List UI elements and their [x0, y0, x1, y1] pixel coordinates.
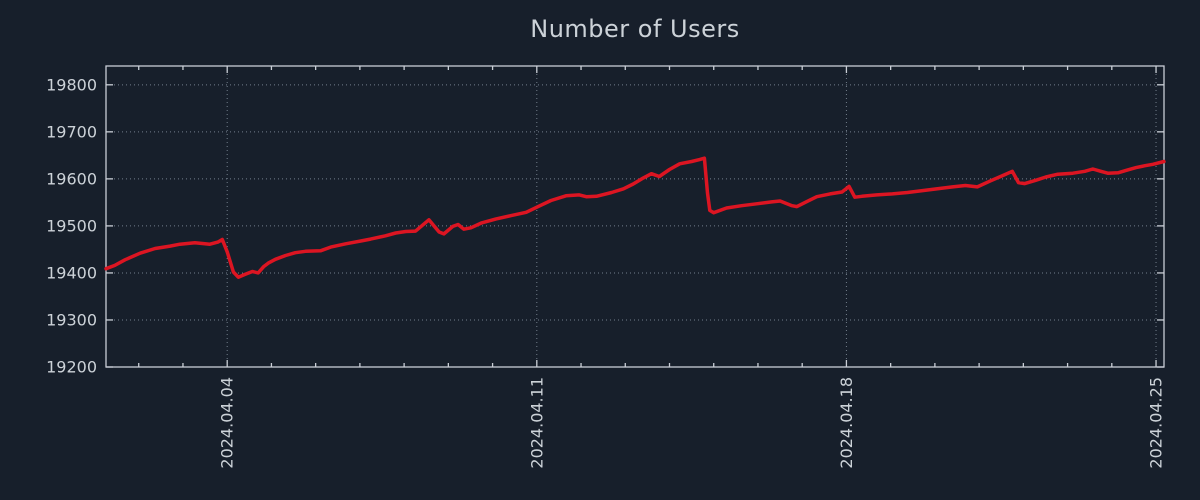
x-tick-label: 2024.04.25: [1147, 377, 1166, 469]
y-tick-label: 19700: [46, 122, 97, 141]
y-tick-label: 19400: [46, 263, 97, 282]
y-tick-label: 19600: [46, 169, 97, 188]
y-tick-label: 19300: [46, 310, 97, 329]
x-tick-label: 2024.04.04: [218, 377, 237, 469]
plot-frame: [105, 65, 1165, 368]
x-tick-label: 2024.04.11: [527, 377, 546, 469]
y-tick-label: 19200: [46, 358, 97, 377]
y-tick-label: 19500: [46, 216, 97, 235]
y-tick-label: 19800: [46, 75, 97, 94]
chart-title: Number of Users: [530, 15, 740, 43]
series-line-number-of-users: [104, 156, 1166, 279]
x-tick-label: 2024.04.18: [837, 377, 856, 469]
